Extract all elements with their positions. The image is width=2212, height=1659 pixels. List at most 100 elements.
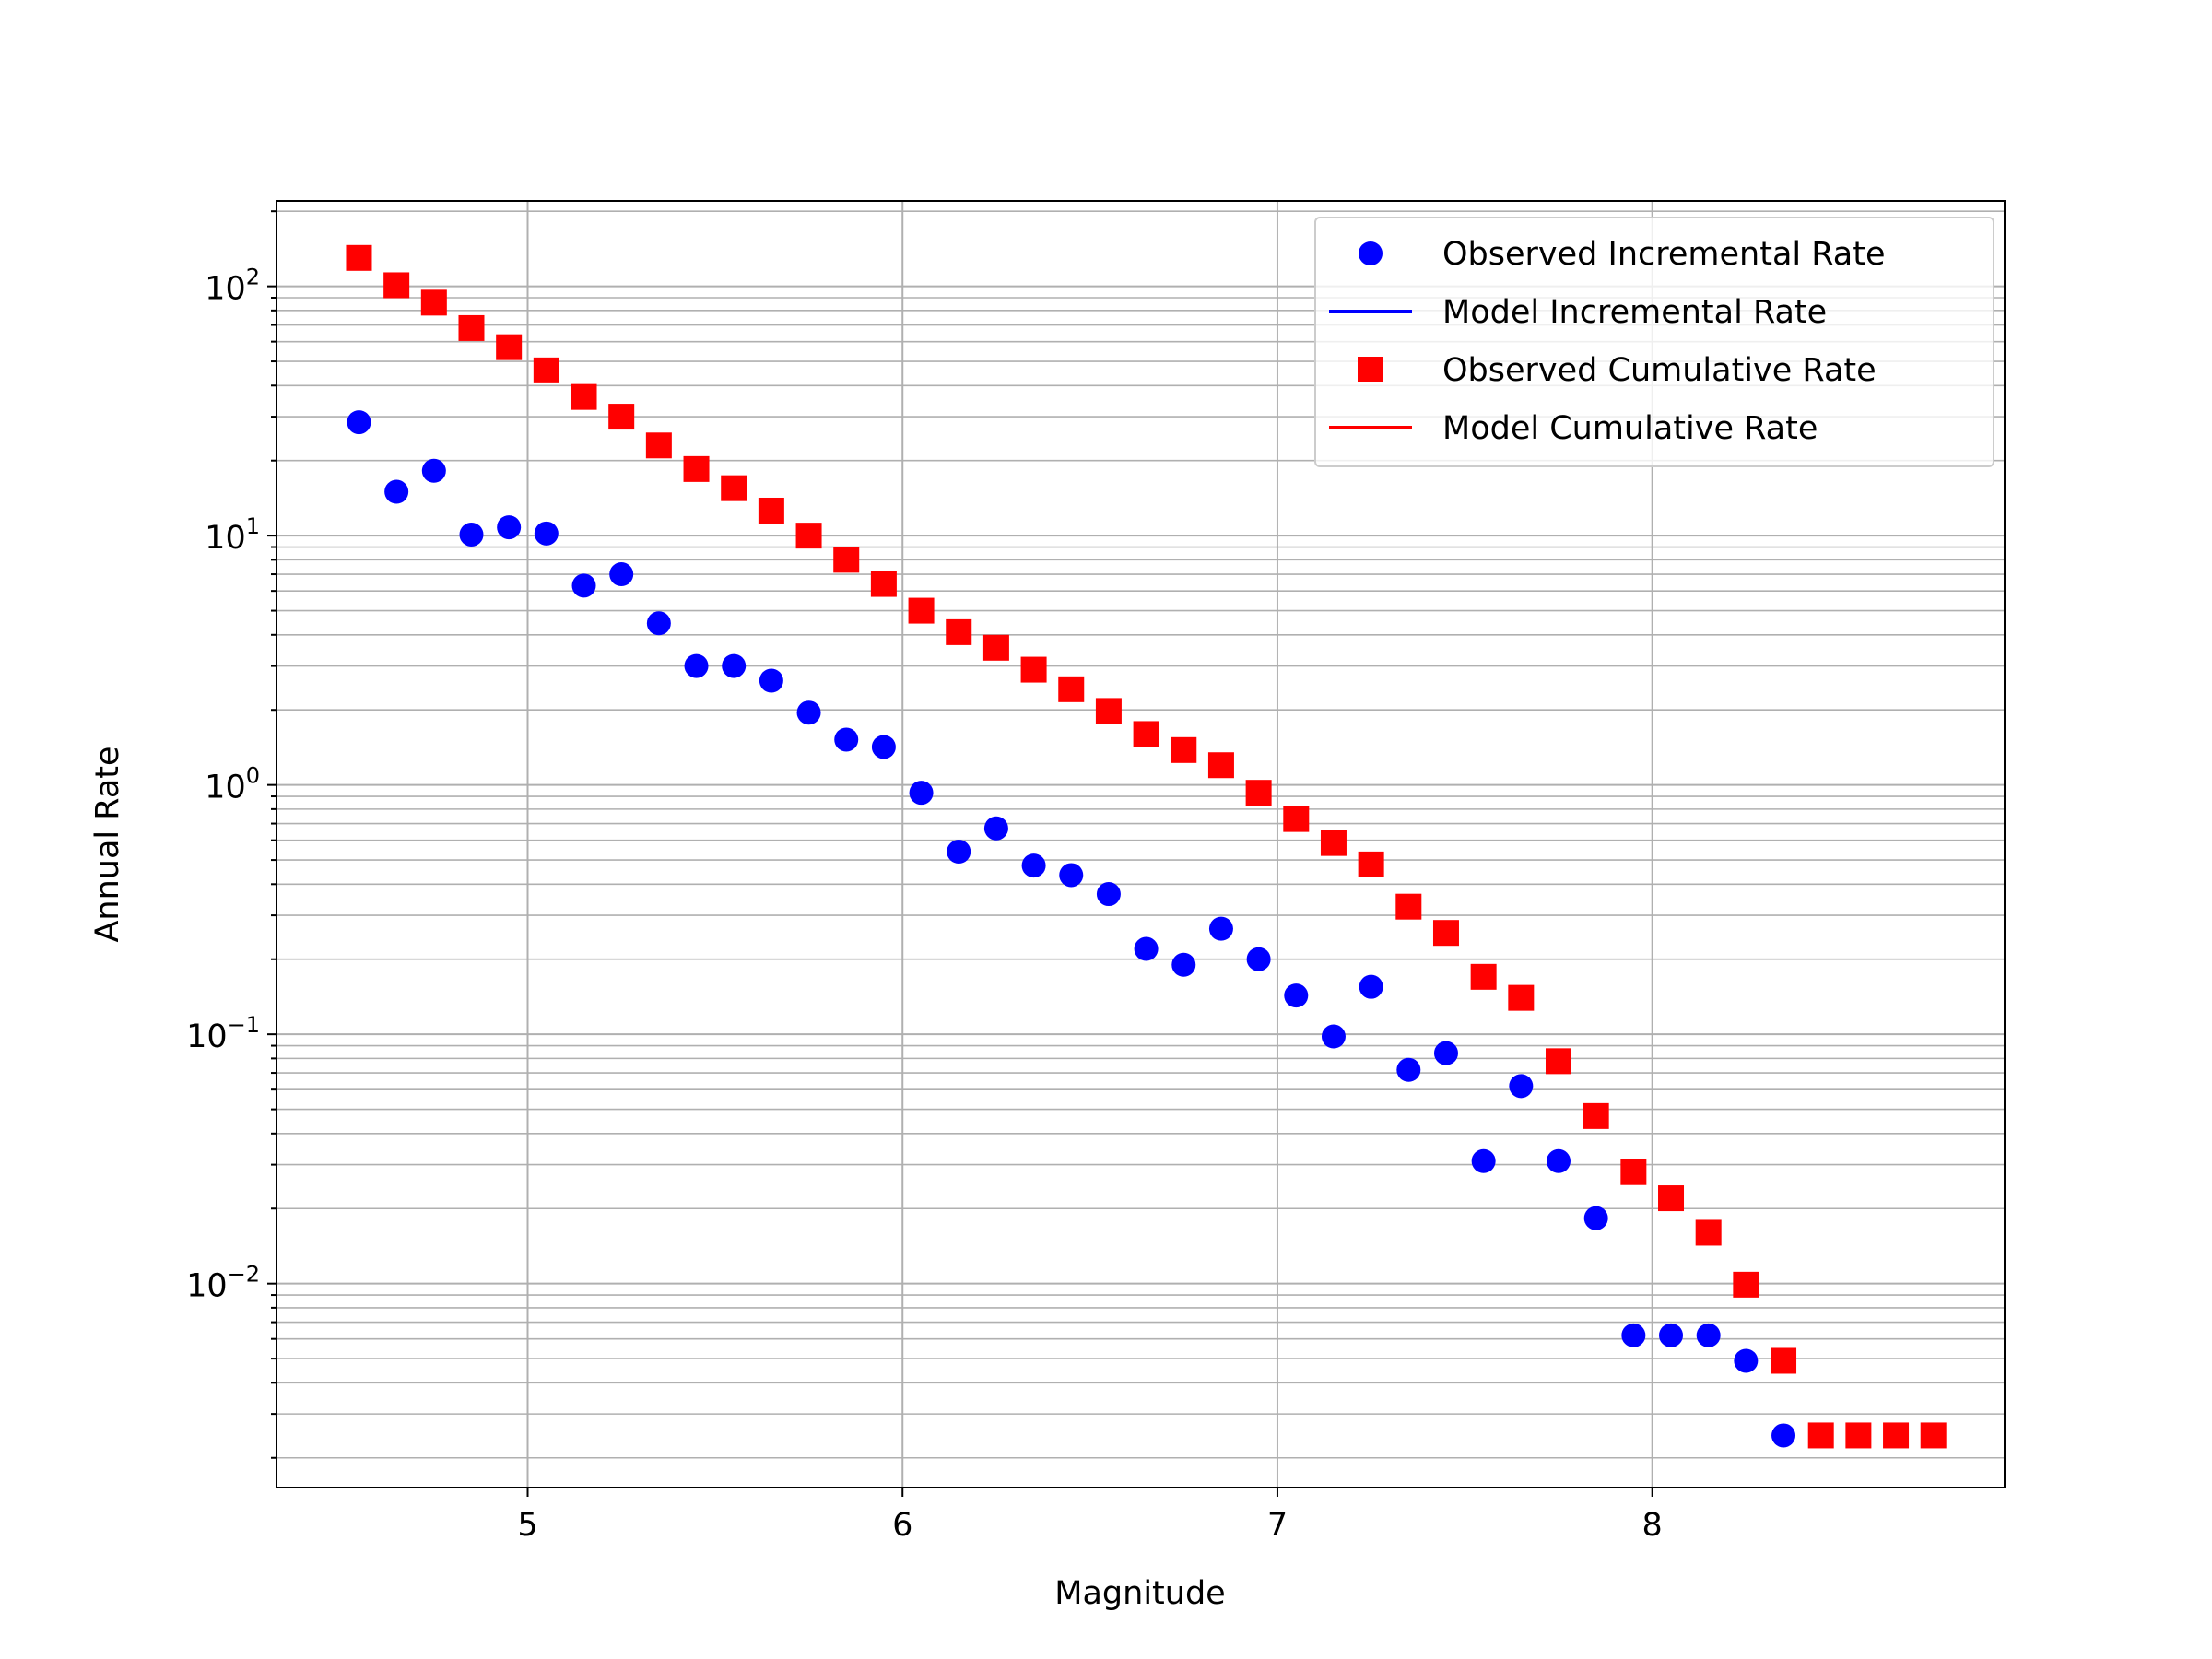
data-point	[1208, 916, 1233, 941]
data-point	[1620, 1159, 1647, 1185]
data-point	[458, 314, 485, 341]
data-point	[1920, 1422, 1947, 1449]
data-point	[1883, 1422, 1910, 1449]
data-point	[420, 289, 447, 316]
data-point	[1171, 952, 1196, 977]
data-point	[1546, 1148, 1571, 1173]
data-point	[684, 653, 709, 678]
data-point	[947, 840, 971, 865]
data-point	[1545, 1048, 1571, 1075]
data-point	[1095, 698, 1122, 724]
legend: Observed Incremental Rate Model Increment…	[1314, 217, 1994, 467]
data-point	[1696, 1323, 1721, 1347]
data-point	[1471, 1148, 1496, 1173]
data-point	[1658, 1185, 1685, 1212]
data-point	[982, 634, 1009, 661]
data-point	[383, 272, 410, 299]
y-tick-label: 10−2	[186, 1262, 260, 1305]
legend-marker-circle	[1359, 241, 1382, 265]
x-tick-label: 6	[892, 1507, 912, 1544]
data-point	[1659, 1323, 1684, 1347]
data-point	[1133, 721, 1159, 747]
data-point	[459, 522, 484, 547]
data-point	[1771, 1423, 1796, 1448]
data-point	[346, 244, 372, 271]
data-point	[1096, 882, 1121, 907]
data-point	[870, 571, 897, 597]
data-point	[834, 727, 859, 752]
data-point	[609, 562, 634, 587]
data-point	[1621, 1323, 1646, 1347]
data-point	[533, 357, 559, 383]
data-point	[1021, 853, 1046, 878]
data-point	[1432, 920, 1459, 947]
data-point	[497, 515, 522, 540]
data-point	[683, 455, 710, 482]
data-point	[871, 735, 896, 759]
data-point	[1396, 1057, 1421, 1082]
y-tick-label: 101	[205, 513, 260, 557]
data-point	[1508, 984, 1535, 1011]
x-axis: 5 6 7 8	[517, 1488, 1663, 1544]
data-point	[1470, 963, 1497, 990]
data-point	[1583, 1206, 1608, 1230]
legend-label: Observed Incremental Rate	[1442, 236, 1886, 273]
data-point	[1358, 851, 1384, 877]
series-observed-incremental-rate	[347, 410, 1796, 1448]
data-point	[722, 653, 747, 678]
x-axis-label: Magnitude	[1054, 1575, 1225, 1612]
x-tick-label: 5	[517, 1507, 537, 1544]
data-point	[347, 410, 371, 435]
data-point	[1583, 1102, 1609, 1129]
data-point	[1320, 830, 1347, 856]
y-tick-label: 100	[205, 763, 260, 806]
legend-label: Model Incremental Rate	[1442, 294, 1827, 331]
data-point	[646, 611, 671, 636]
data-point	[1058, 676, 1085, 702]
data-point	[946, 618, 972, 645]
data-point	[833, 547, 860, 573]
y-tick-label: 10−1	[186, 1012, 260, 1055]
data-point	[608, 404, 635, 430]
data-point	[1807, 1422, 1834, 1449]
data-point	[571, 573, 596, 598]
data-point	[796, 700, 821, 725]
data-point	[795, 523, 822, 549]
data-point	[645, 432, 672, 459]
y-axis-label: Annual Rate	[89, 746, 126, 942]
data-point	[1771, 1347, 1797, 1374]
legend-label: Model Cumulative Rate	[1442, 410, 1818, 447]
series-layer	[346, 244, 1947, 1449]
data-point	[1284, 983, 1309, 1008]
legend-label: Observed Cumulative Rate	[1442, 352, 1877, 389]
data-point	[384, 479, 409, 504]
data-point	[1509, 1074, 1534, 1099]
x-tick-label: 8	[1642, 1507, 1663, 1544]
data-point	[1359, 974, 1383, 999]
data-point	[496, 334, 523, 360]
data-point	[1734, 1348, 1759, 1373]
data-point	[721, 475, 747, 501]
data-point	[534, 521, 559, 546]
data-point	[1207, 752, 1234, 779]
data-point	[421, 458, 446, 483]
data-point	[1059, 863, 1084, 888]
data-point	[1395, 893, 1422, 920]
plot-frame	[276, 200, 2006, 1488]
y-tick-label: 102	[205, 265, 260, 308]
legend-marker-square	[1358, 357, 1383, 382]
data-point	[1845, 1422, 1872, 1449]
series-observed-cumulative-rate	[346, 244, 1947, 1449]
data-point	[1283, 806, 1310, 832]
data-point	[1171, 736, 1197, 763]
legend-box	[1314, 217, 1994, 467]
data-point	[1733, 1271, 1759, 1298]
data-point	[759, 668, 783, 693]
data-point	[909, 781, 934, 806]
data-point	[1020, 656, 1047, 683]
y-axis: 10−2 10−1 100 101 102	[186, 210, 276, 1459]
data-point	[1134, 936, 1159, 961]
data-point	[908, 597, 935, 624]
data-point	[758, 497, 784, 524]
